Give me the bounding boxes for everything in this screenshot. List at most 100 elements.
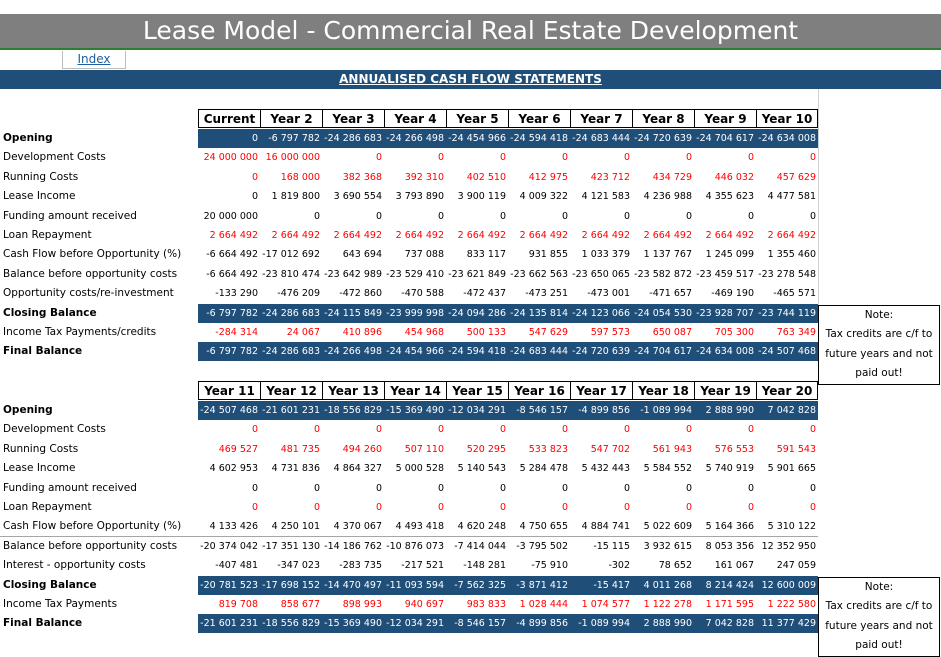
table-cell[interactable]: -6 797 782 — [206, 346, 258, 358]
table-cell[interactable]: 5 584 552 — [643, 463, 692, 475]
table-cell[interactable]: -465 571 — [773, 288, 816, 300]
table-cell[interactable]: 5 284 478 — [519, 463, 568, 475]
table-cell[interactable]: 0 — [313, 482, 320, 494]
table-cell[interactable]: 547 629 — [528, 327, 568, 338]
table-cell[interactable]: 5 740 919 — [705, 463, 754, 475]
table-cell[interactable]: 2 664 492 — [705, 230, 754, 241]
table-cell[interactable]: -15 369 490 — [386, 405, 444, 416]
table-cell[interactable]: 2 664 492 — [519, 230, 568, 241]
table-cell[interactable]: 576 553 — [714, 443, 754, 455]
table-cell[interactable]: -148 281 — [463, 560, 506, 572]
table-cell[interactable]: -24 507 468 — [200, 405, 258, 416]
table-cell[interactable]: 547 702 — [590, 443, 630, 455]
table-cell[interactable]: -15 417 — [593, 579, 630, 591]
table-cell[interactable]: -24 454 966 — [448, 133, 506, 144]
table-cell[interactable]: 4 236 988 — [643, 191, 692, 203]
table-cell[interactable]: -24 454 966 — [386, 346, 444, 358]
table-cell[interactable]: 469 527 — [218, 443, 258, 455]
table-cell[interactable]: -23 928 707 — [696, 307, 754, 319]
table-cell[interactable]: 0 — [561, 482, 568, 494]
table-cell[interactable]: -476 209 — [277, 288, 320, 300]
table-cell[interactable]: 446 032 — [714, 171, 754, 183]
table-cell[interactable]: 0 — [747, 502, 754, 513]
table-cell[interactable]: -10 876 073 — [386, 540, 444, 552]
table-cell[interactable]: -18 556 829 — [324, 405, 382, 416]
table-cell[interactable]: -24 135 814 — [510, 307, 568, 319]
table-cell[interactable]: -1 089 994 — [578, 618, 630, 630]
table-cell[interactable]: -24 286 683 — [324, 133, 382, 144]
table-cell[interactable]: -24 507 468 — [758, 346, 816, 358]
table-cell[interactable]: -12 034 291 — [386, 618, 444, 630]
table-cell[interactable]: -24 634 008 — [758, 133, 816, 144]
table-cell[interactable]: -23 744 119 — [758, 307, 816, 319]
table-cell[interactable]: -24 094 286 — [448, 307, 506, 319]
table-cell[interactable]: 3 932 615 — [643, 540, 692, 552]
table-cell[interactable]: 402 510 — [466, 171, 506, 183]
table-cell[interactable]: 0 — [623, 152, 630, 164]
table-cell[interactable]: -23 278 548 — [758, 268, 816, 280]
table-cell[interactable]: 0 — [251, 502, 258, 513]
table-cell[interactable]: -15 115 — [593, 540, 630, 552]
table-cell[interactable]: 0 — [499, 424, 506, 436]
table-cell[interactable]: 434 729 — [652, 171, 692, 183]
table-cell[interactable]: -23 662 563 — [510, 268, 568, 280]
table-cell[interactable]: 0 — [375, 424, 382, 436]
table-cell[interactable]: 5 000 528 — [395, 463, 444, 475]
table-cell[interactable]: 4 250 101 — [271, 521, 320, 533]
table-cell[interactable]: -24 286 683 — [262, 307, 320, 319]
table-cell[interactable]: 650 087 — [652, 327, 692, 338]
table-cell[interactable]: -283 735 — [339, 560, 382, 572]
table-cell[interactable]: 983 833 — [466, 599, 506, 610]
table-cell[interactable]: 500 133 — [466, 327, 506, 338]
table-cell[interactable]: 20 000 000 — [203, 210, 258, 222]
table-cell[interactable]: 4 370 067 — [333, 521, 382, 533]
table-cell[interactable]: 0 — [313, 502, 320, 513]
table-cell[interactable]: 423 712 — [590, 171, 630, 183]
table-cell[interactable]: -7 414 044 — [454, 540, 506, 552]
table-cell[interactable]: 0 — [499, 502, 506, 513]
table-cell[interactable]: -8 546 157 — [454, 618, 506, 630]
table-cell[interactable]: -24 594 418 — [448, 346, 506, 358]
table-cell[interactable]: 0 — [685, 424, 692, 436]
table-cell[interactable]: 0 — [437, 482, 444, 494]
table-cell[interactable]: 494 260 — [342, 443, 382, 455]
table-cell[interactable]: 12 600 009 — [761, 579, 816, 591]
table-cell[interactable]: -347 023 — [277, 560, 320, 572]
table-cell[interactable]: 1 171 595 — [705, 599, 754, 610]
table-cell[interactable]: 0 — [685, 152, 692, 164]
table-cell[interactable]: 2 664 492 — [271, 230, 320, 241]
table-cell[interactable]: 0 — [623, 424, 630, 436]
table-cell[interactable]: 0 — [685, 482, 692, 494]
table-cell[interactable]: 5 140 543 — [457, 463, 506, 475]
table-cell[interactable]: 0 — [375, 482, 382, 494]
table-cell[interactable]: 0 — [375, 502, 382, 513]
table-cell[interactable]: 5 432 443 — [581, 463, 630, 475]
table-cell[interactable]: 247 059 — [776, 560, 816, 572]
table-cell[interactable]: 2 664 492 — [333, 230, 382, 241]
table-cell[interactable]: -24 704 617 — [696, 133, 754, 144]
table-cell[interactable]: 0 — [747, 210, 754, 222]
table-cell[interactable]: 0 — [809, 502, 816, 513]
table-cell[interactable]: 1 028 444 — [519, 599, 568, 610]
table-cell[interactable]: -24 054 530 — [634, 307, 692, 319]
table-cell[interactable]: -407 481 — [215, 560, 258, 572]
table-cell[interactable]: 1 819 800 — [271, 191, 320, 203]
table-cell[interactable]: -75 910 — [531, 560, 568, 572]
table-cell[interactable]: 0 — [623, 482, 630, 494]
table-cell[interactable]: -6 664 492 — [206, 249, 258, 261]
table-cell[interactable]: 0 — [437, 502, 444, 513]
table-cell[interactable]: 5 310 122 — [767, 521, 816, 533]
table-cell[interactable]: 78 652 — [658, 560, 692, 572]
table-cell[interactable]: -23 529 410 — [386, 268, 444, 280]
table-cell[interactable]: 5 022 609 — [643, 521, 692, 533]
table-cell[interactable]: 858 677 — [280, 599, 320, 610]
table-cell[interactable]: -284 314 — [215, 327, 258, 338]
table-cell[interactable]: 7 042 828 — [767, 405, 816, 416]
table-cell[interactable]: 4 602 953 — [209, 463, 258, 475]
table-cell[interactable]: 412 975 — [528, 171, 568, 183]
table-cell[interactable]: 0 — [437, 152, 444, 164]
table-cell[interactable]: -23 582 872 — [634, 268, 692, 280]
table-cell[interactable]: 24 000 000 — [203, 152, 258, 164]
table-cell[interactable]: 16 000 000 — [265, 152, 320, 164]
table-cell[interactable]: 0 — [251, 191, 258, 203]
